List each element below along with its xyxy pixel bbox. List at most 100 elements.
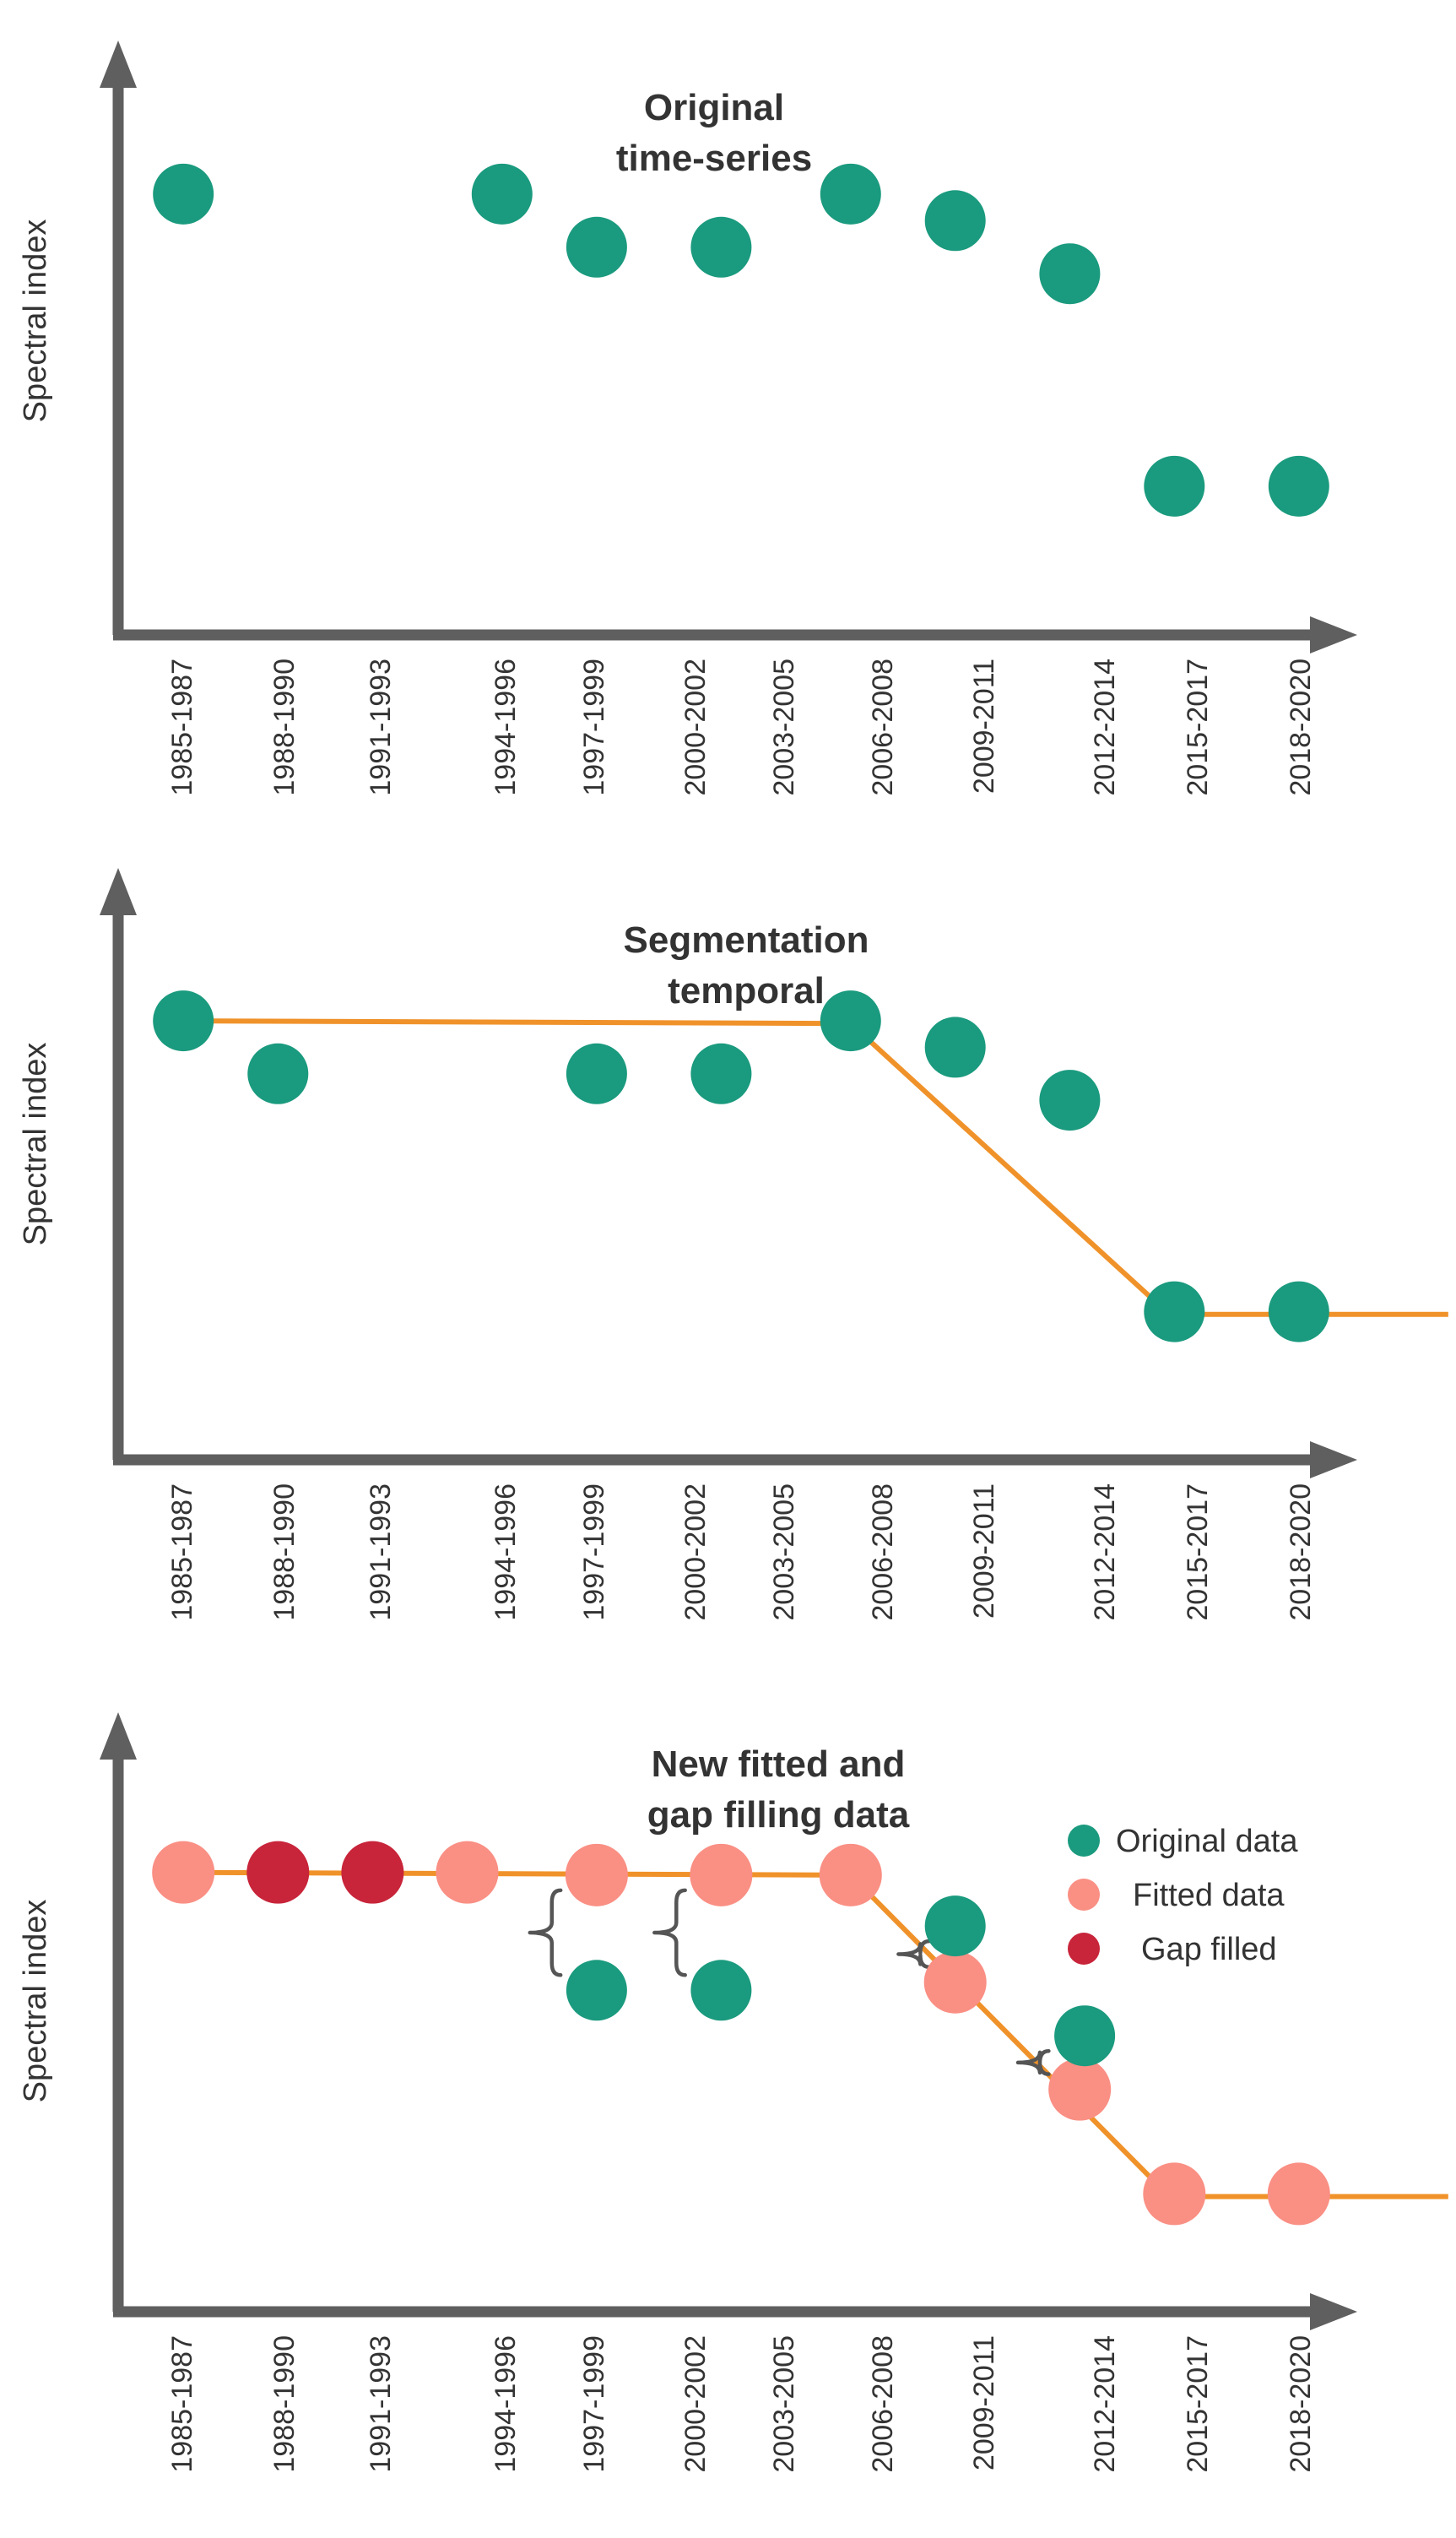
original-data-point bbox=[924, 1017, 986, 1078]
x-tick-label: 1994-1996 bbox=[490, 1483, 522, 1621]
x-tick-label: 2006-2008 bbox=[867, 2335, 899, 2473]
y-axis-label: Spectral index bbox=[18, 1900, 53, 2103]
legend-swatch-original bbox=[1068, 1825, 1100, 1857]
x-axis-arrow-icon bbox=[1310, 616, 1357, 653]
x-tick-label: 2000-2002 bbox=[679, 2335, 712, 2473]
original-data-point bbox=[1144, 455, 1205, 517]
x-tick-label: 1985-1987 bbox=[166, 659, 198, 796]
x-tick-label: 2018-2020 bbox=[1285, 659, 1317, 796]
chart-panel-1: Original time-series Spectral index 1985-19… bbox=[18, 41, 1357, 796]
original-data-point bbox=[471, 163, 533, 225]
fitted-data-point bbox=[819, 1843, 882, 1906]
x-tick-label: 1994-1996 bbox=[490, 659, 522, 796]
fitted-data-point bbox=[152, 1841, 215, 1904]
x-tick-label: 2003-2005 bbox=[768, 659, 800, 796]
original-data-point bbox=[1054, 2005, 1116, 2067]
original-data-point bbox=[247, 1043, 309, 1104]
x-tick-label: 2018-2020 bbox=[1285, 2335, 1317, 2473]
x-tick-label: 1991-1993 bbox=[365, 659, 397, 796]
y-axis-arrow-icon bbox=[100, 1712, 137, 1760]
x-tick-label: 2012-2014 bbox=[1089, 659, 1121, 796]
x-tick-label: 1988-1990 bbox=[268, 2335, 300, 2473]
x-tick-label: 1991-1993 bbox=[365, 2335, 397, 2473]
x-tick-label: 2006-2008 bbox=[867, 659, 899, 796]
legend-label-gap: Gap filled bbox=[1141, 1932, 1277, 1967]
chart-title-line-1: Original bbox=[644, 87, 784, 128]
fitted-data-point bbox=[1048, 2058, 1112, 2121]
chart-title-line-1: Segmentation bbox=[624, 919, 869, 961]
original-data-point bbox=[1268, 455, 1329, 517]
segmentation-line bbox=[183, 1869, 1448, 2199]
x-tick-label: 1988-1990 bbox=[268, 1483, 300, 1621]
chart-title-line-2: time-series bbox=[616, 138, 812, 179]
original-data-point bbox=[566, 1960, 627, 2021]
x-tick-label: 2009-2011 bbox=[968, 1483, 1000, 1619]
x-tick-label: 2003-2005 bbox=[768, 2335, 800, 2473]
x-tick-label: 1994-1996 bbox=[490, 2335, 522, 2473]
chart-title-line-2: temporal bbox=[668, 970, 825, 1011]
original-data-point bbox=[690, 216, 752, 278]
chart-panel-2: Segmentation temporal Spectral index 1985-1… bbox=[18, 868, 1448, 1621]
x-axis-arrow-icon bbox=[1310, 2293, 1357, 2330]
x-tick-label: 1997-1999 bbox=[578, 659, 610, 796]
x-tick-label: 2015-2017 bbox=[1182, 1483, 1214, 1621]
x-axis-arrow-icon bbox=[1310, 1441, 1357, 1478]
x-tick-label: 2015-2017 bbox=[1182, 659, 1214, 796]
x-tick-label: 2015-2017 bbox=[1182, 2335, 1214, 2473]
x-tick-label: 1985-1987 bbox=[166, 1483, 198, 1621]
original-data-point bbox=[690, 1043, 752, 1104]
x-tick-label: 2000-2002 bbox=[679, 659, 712, 796]
original-data-point bbox=[1039, 243, 1101, 305]
legend-swatch-gap bbox=[1068, 1933, 1100, 1965]
legend-swatch-fitted bbox=[1068, 1879, 1100, 1911]
fitted-data-point bbox=[436, 1841, 499, 1904]
segmentation-line bbox=[183, 1018, 1448, 1317]
y-axis-label: Spectral index bbox=[18, 220, 53, 423]
original-data-point bbox=[924, 1895, 986, 1957]
fitted-data-point bbox=[1143, 2162, 1206, 2226]
original-data-point bbox=[566, 1043, 627, 1104]
difference-brace bbox=[1015, 2048, 1051, 2076]
original-data-point bbox=[153, 163, 214, 225]
original-data-point bbox=[1144, 1281, 1205, 1342]
original-data-point bbox=[924, 190, 986, 252]
x-tick-label: 1985-1987 bbox=[166, 2335, 198, 2473]
chart-title-line-2: gap filling data bbox=[647, 1794, 910, 1836]
original-data-point bbox=[820, 990, 881, 1052]
x-tick-label: 2009-2011 bbox=[968, 2335, 1000, 2470]
x-tick-label: 1997-1999 bbox=[578, 1483, 610, 1621]
original-data-point bbox=[153, 990, 214, 1052]
x-tick-label: 2018-2020 bbox=[1285, 1483, 1317, 1621]
gap-data-point bbox=[341, 1841, 404, 1904]
x-tick-label: 2009-2011 bbox=[968, 659, 1000, 794]
x-tick-label: 2000-2002 bbox=[679, 1483, 712, 1621]
fitted-data-point bbox=[565, 1843, 628, 1906]
original-data-point bbox=[1268, 1281, 1329, 1342]
original-data-point bbox=[690, 1960, 752, 2021]
difference-brace bbox=[528, 1888, 563, 1977]
gap-data-point bbox=[246, 1841, 310, 1904]
y-axis-arrow-icon bbox=[100, 868, 137, 915]
legend-label-original: Original data bbox=[1116, 1824, 1298, 1859]
x-tick-label: 2012-2014 bbox=[1089, 2335, 1121, 2473]
difference-brace bbox=[652, 1888, 687, 1977]
original-data-point bbox=[1039, 1070, 1101, 1131]
fitted-data-point bbox=[1267, 2162, 1330, 2226]
chart-title-line-1: New fitted and bbox=[652, 1744, 906, 1785]
x-tick-label: 2003-2005 bbox=[768, 1483, 800, 1621]
original-data-point bbox=[820, 163, 881, 225]
difference-brace bbox=[896, 1939, 932, 1969]
y-axis-arrow-icon bbox=[100, 41, 137, 88]
legend-label-fitted: Fitted data bbox=[1133, 1878, 1285, 1913]
x-tick-label: 2006-2008 bbox=[867, 1483, 899, 1621]
original-data-point bbox=[566, 216, 627, 278]
fitted-data-point bbox=[690, 1843, 753, 1906]
chart-panel-3: New fitted and gap filling data Spectral i… bbox=[18, 1712, 1448, 2473]
fitted-data-point bbox=[923, 1950, 987, 2014]
x-tick-label: 1997-1999 bbox=[578, 2335, 610, 2473]
x-tick-label: 2012-2014 bbox=[1089, 1483, 1121, 1621]
x-tick-label: 1991-1993 bbox=[365, 1483, 397, 1621]
y-axis-label: Spectral index bbox=[18, 1043, 53, 1246]
x-tick-label: 1988-1990 bbox=[268, 659, 300, 796]
